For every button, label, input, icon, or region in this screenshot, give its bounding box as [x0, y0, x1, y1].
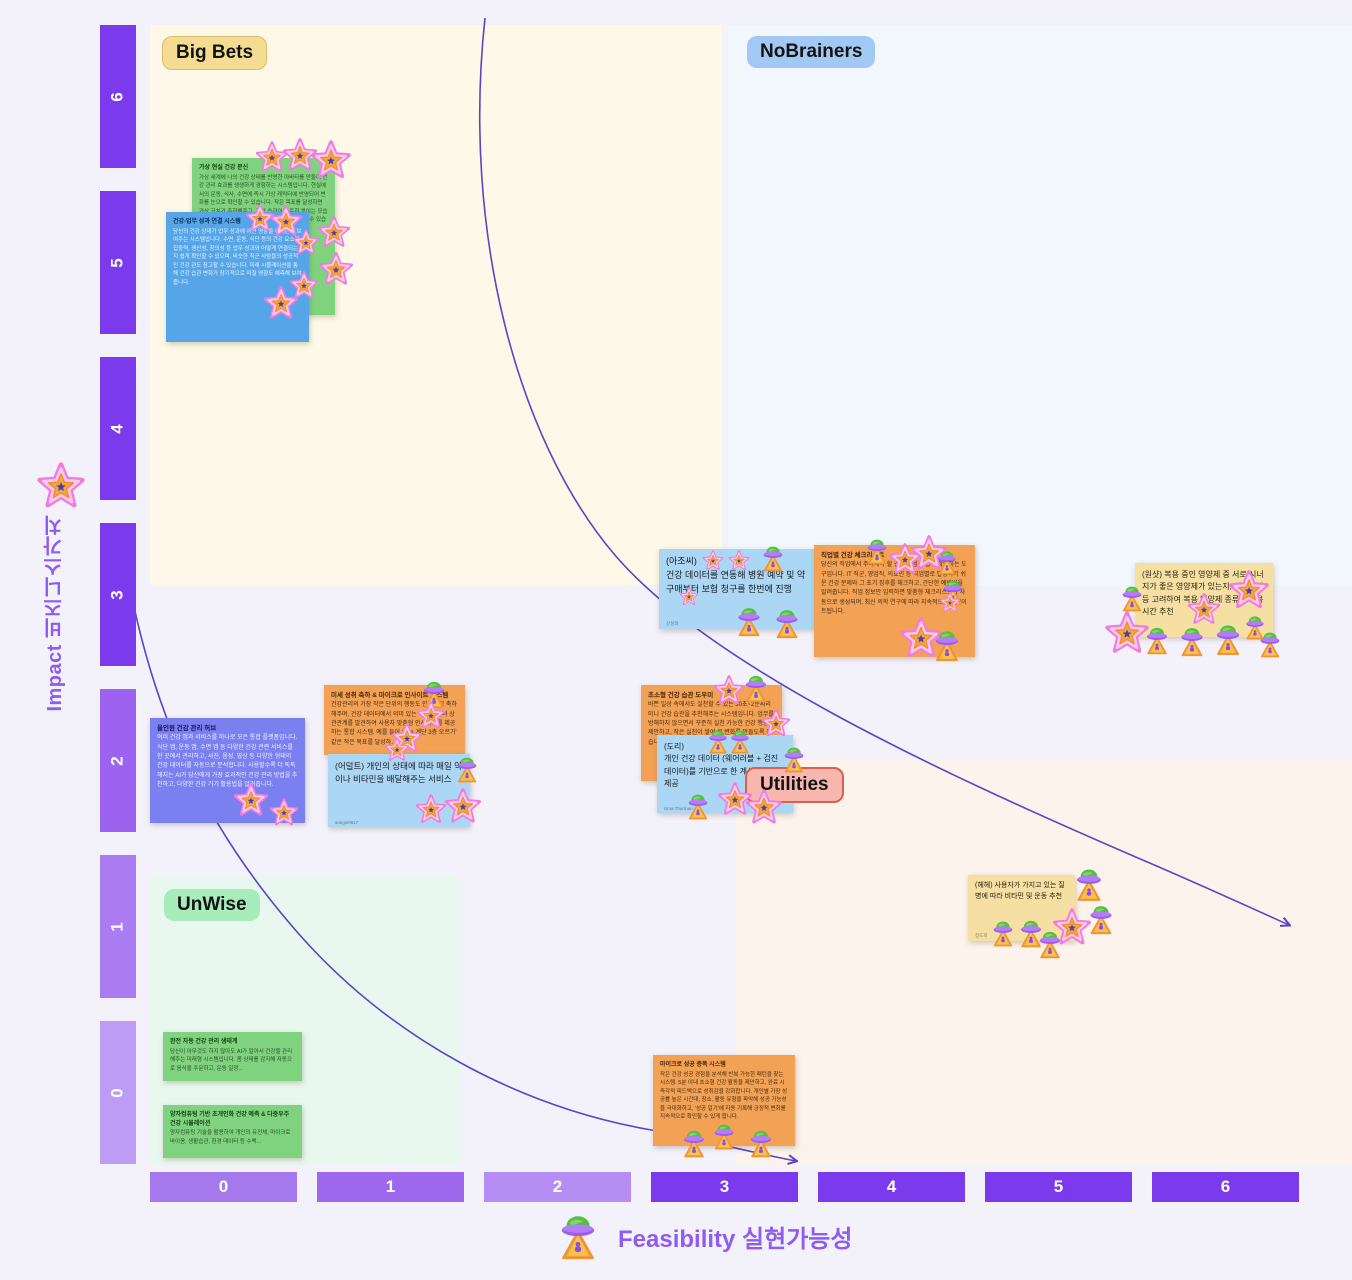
- quadrant-nobrainers-area: [728, 25, 1352, 585]
- sticky-title: 마이크로 성공 증폭 시스템: [660, 1062, 726, 1068]
- sticky-author: sungin0617: [335, 820, 359, 825]
- ufo-icon[interactable]: [740, 672, 772, 704]
- x-tick-0: 0: [150, 1172, 297, 1202]
- star-icon[interactable]: [384, 737, 410, 763]
- ufo-icon[interactable]: [1255, 629, 1285, 659]
- ufo-icon[interactable]: [988, 918, 1018, 948]
- sticky-body: 여러 건강 앱과 서비스를 하나로 모은 통합 플랫폼입니다. 식단 앱, 운동…: [157, 735, 298, 788]
- sticky-title: 양자컴퓨팅 기반 초개인화 건강 예측 & 다중우주 건강 시뮬레이션: [170, 1112, 290, 1127]
- star-icon[interactable]: [728, 550, 750, 572]
- ufo-icon[interactable]: [732, 604, 766, 638]
- ufo-icon[interactable]: [1070, 865, 1108, 903]
- ufo-icon[interactable]: [678, 1127, 710, 1159]
- ufo-icon[interactable]: [1117, 583, 1147, 613]
- x-tick-4: 4: [818, 1172, 965, 1202]
- y-tick-label: 3: [108, 589, 127, 600]
- sticky-body: (헤헤) 사용자가 가지고 있는 질병에 따라 비타민 및 운동 추천: [975, 882, 1065, 900]
- quadrant-label-nobrainers[interactable]: NoBrainers: [747, 36, 876, 68]
- x-tick-3: 3: [651, 1172, 798, 1202]
- y-tick-label: 1: [108, 921, 127, 932]
- star-icon[interactable]: [745, 789, 783, 827]
- impact-axis-star-icon: [36, 462, 86, 517]
- quadrant-label-big-bets[interactable]: Big Bets: [162, 36, 268, 70]
- y-tick-3: 3: [100, 523, 136, 666]
- star-icon[interactable]: [318, 252, 354, 288]
- star-icon[interactable]: [1228, 570, 1270, 612]
- ufo-icon[interactable]: [1141, 624, 1173, 656]
- feasibility-axis-legend: Feasibility 실현가능성: [552, 1210, 852, 1262]
- sticky-author: 정도희: [975, 933, 988, 938]
- star-icon[interactable]: [444, 788, 482, 826]
- star-icon[interactable]: [269, 798, 299, 828]
- ufo-icon[interactable]: [929, 627, 965, 663]
- star-icon[interactable]: [317, 216, 351, 250]
- star-icon[interactable]: [233, 783, 269, 819]
- sticky-body: 작은 건강 성공 경험을 분석해 반복 가능한 패턴을 찾는 시스템. 5분 이…: [660, 1071, 788, 1121]
- sticky-body: 당신의 건강 상태가 업무 성과에 어떤 영향을 미치는지 보여주는 시스템입니…: [173, 228, 302, 286]
- star-icon[interactable]: [310, 140, 352, 182]
- ufo-icon[interactable]: [452, 754, 482, 784]
- y-tick-6: 6: [100, 25, 136, 168]
- feasibility-axis-ufo-icon: [560, 1214, 596, 1260]
- ufo-icon[interactable]: [758, 543, 788, 573]
- sticky-body: 양자컴퓨팅 기술을 활용하여 개인의 유전체, 마이크로바이옴, 생활습관, 환…: [170, 1130, 291, 1145]
- y-tick-label: 6: [108, 91, 127, 102]
- star-icon[interactable]: [702, 550, 724, 572]
- sticky-title: 건강-업무 성과 연결 시스템: [173, 219, 241, 225]
- y-tick-5: 5: [100, 191, 136, 334]
- star-icon[interactable]: [761, 709, 791, 739]
- y-tick-2: 2: [100, 689, 136, 832]
- star-icon[interactable]: [939, 592, 961, 614]
- star-icon[interactable]: [292, 229, 320, 257]
- x-tick-2: 2: [484, 1172, 631, 1202]
- x-tick-6: 6: [1152, 1172, 1299, 1202]
- sticky-title: 가상 현실 건강 분신: [199, 165, 249, 171]
- y-tick-1: 1: [100, 855, 136, 998]
- ufo-icon[interactable]: [779, 744, 809, 774]
- ufo-icon[interactable]: [683, 791, 713, 821]
- ufo-icon[interactable]: [933, 548, 961, 576]
- quadrant-utilities-area: [736, 760, 1352, 1165]
- sticky-body: 당신이 아무것도 하지 않아도 AI가 알아서 건강을 관리해주는 미래형 시스…: [170, 1048, 293, 1072]
- ufo-icon[interactable]: [770, 606, 804, 640]
- y-tick-0: 0: [100, 1021, 136, 1164]
- y-tick-4: 4: [100, 357, 136, 500]
- x-tick-5: 5: [985, 1172, 1132, 1202]
- star-icon[interactable]: [679, 587, 699, 607]
- y-tick-label: 5: [108, 257, 127, 268]
- y-tick-label: 0: [108, 1087, 127, 1098]
- ufo-icon[interactable]: [1175, 624, 1209, 658]
- sticky-body: (어덜트) 개인의 상태에 따라 매일 약이나 비타민을 배달해주는 서비스: [335, 761, 462, 785]
- y-tick-label: 4: [108, 423, 127, 434]
- sticky-title: 올인원 건강 관리 허브: [157, 725, 217, 732]
- quadrant-label-unwise[interactable]: UnWise: [164, 889, 260, 921]
- ufo-icon[interactable]: [1034, 928, 1066, 960]
- x-tick-1: 1: [317, 1172, 464, 1202]
- star-icon[interactable]: [415, 794, 447, 826]
- ufo-icon[interactable]: [745, 1127, 777, 1159]
- ufo-icon[interactable]: [709, 1121, 739, 1151]
- star-icon[interactable]: [263, 286, 299, 322]
- sticky-author: 강성희: [666, 621, 679, 626]
- sticky-title: 완전 자동 건강 관리 생태계: [170, 1039, 238, 1045]
- ufo-icon[interactable]: [726, 727, 754, 755]
- feasibility-axis-label: Feasibility 실현가능성: [618, 1225, 853, 1253]
- impact-axis-label: Impact 비즈니스가치: [44, 515, 66, 712]
- y-tick-label: 2: [108, 755, 127, 766]
